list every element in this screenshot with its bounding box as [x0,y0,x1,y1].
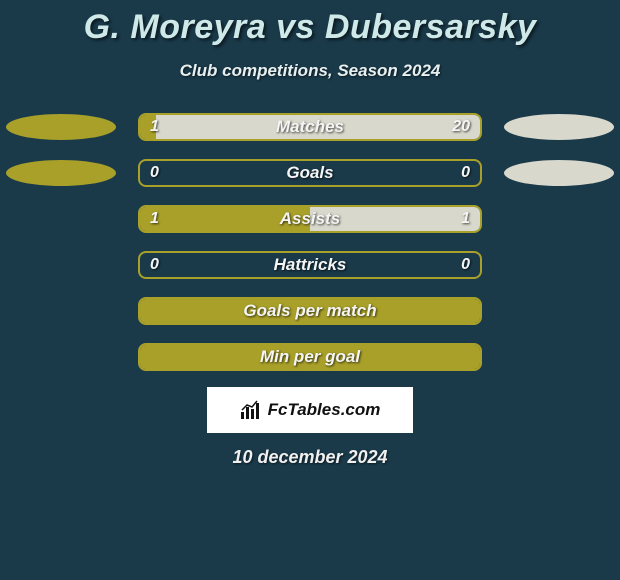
player1-ellipse [6,160,116,186]
player2-ellipse [504,114,614,140]
player2-ellipse [504,160,614,186]
source-badge-text: FcTables.com [268,400,381,420]
stat-label: Assists [140,207,480,231]
stat-bar: Hattricks0 0 [138,251,482,279]
player1-ellipse [6,114,116,140]
stat-bar: Assists1 1 [138,205,482,233]
comparison-title: G. Moreyra vs Dubersarsky [0,0,620,47]
stat-value-right: 0 [461,161,470,185]
stat-value-right: 20 [452,115,470,139]
stat-label: Matches [140,115,480,139]
stat-value-left: 0 [150,161,159,185]
stat-label: Goals per match [140,299,480,323]
stat-bar: Matches1 20 [138,113,482,141]
stat-row: Assists1 1 [0,205,620,233]
stat-row: Goals0 0 [0,159,620,187]
stat-bar: Goals per match [138,297,482,325]
stat-label: Hattricks [140,253,480,277]
snapshot-date: 10 december 2024 [0,447,620,468]
stat-value-right: 0 [461,253,470,277]
stat-value-right: 1 [461,207,470,231]
stat-value-left: 1 [150,207,159,231]
stat-row: Goals per match [0,297,620,325]
stat-value-left: 0 [150,253,159,277]
stat-bar: Goals0 0 [138,159,482,187]
stat-label: Min per goal [140,345,480,369]
stat-row: Min per goal [0,343,620,371]
stat-row: Matches1 20 [0,113,620,141]
source-badge: FcTables.com [207,387,413,433]
stat-row: Hattricks0 0 [0,251,620,279]
stats-rows: Matches120Goals00Assists11Hattricks00Goa… [0,113,620,371]
comparison-subtitle: Club competitions, Season 2024 [0,61,620,81]
chart-icon [240,400,262,420]
stat-value-left: 1 [150,115,159,139]
stat-bar: Min per goal [138,343,482,371]
stat-label: Goals [140,161,480,185]
